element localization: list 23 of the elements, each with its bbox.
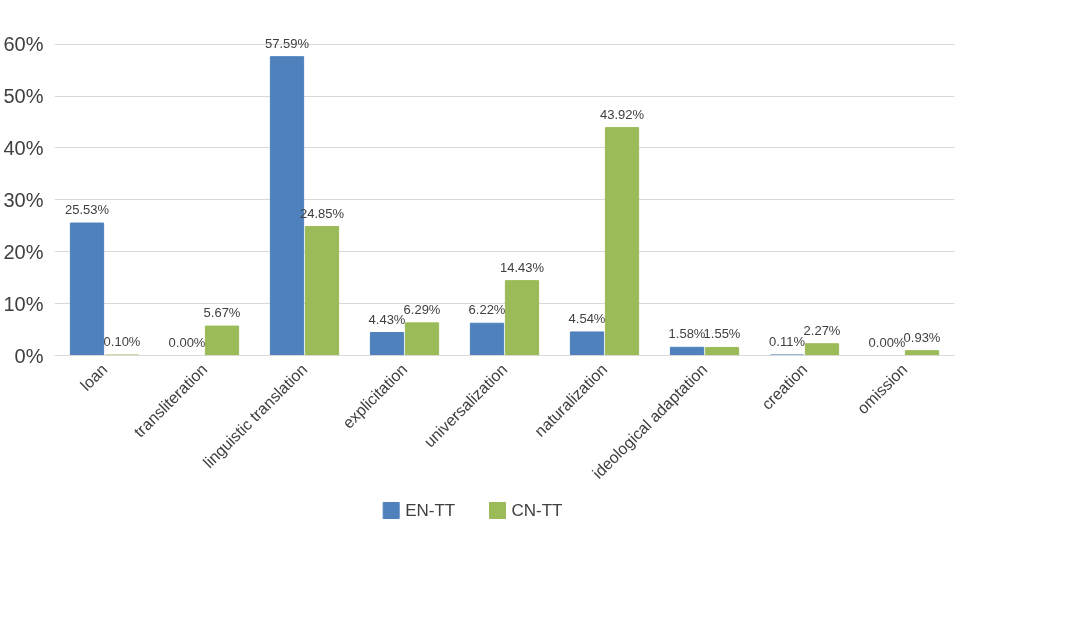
data-label: 57.59% [264, 35, 310, 51]
y-tick-label: 40% [3, 136, 44, 159]
legend-label: EN-TT [405, 501, 456, 520]
legend-label: CN-TT [511, 501, 563, 520]
data-label: 4.54% [568, 310, 606, 326]
data-label: 25.53% [64, 202, 110, 218]
data-label: 43.92% [599, 106, 645, 122]
data-label: 1.55% [703, 326, 741, 342]
y-tick-label: 0% [14, 344, 44, 367]
data-label: 1.58% [668, 326, 706, 342]
y-tick-label: 60% [3, 33, 44, 56]
y-tick-label: 10% [3, 292, 44, 315]
y-tick-label: 30% [3, 188, 44, 211]
data-label: 14.43% [499, 259, 545, 275]
data-label: 5.67% [203, 305, 241, 321]
x-tick-label: loan [77, 360, 111, 394]
data-label: 6.22% [468, 302, 506, 318]
data-label: 6.29% [403, 301, 441, 317]
y-tick-label: 20% [3, 240, 44, 263]
data-label: 0.10% [103, 333, 141, 349]
y-tick-label: 50% [3, 85, 44, 108]
data-label: 0.00% [168, 334, 206, 350]
data-label: 2.27% [803, 322, 841, 338]
